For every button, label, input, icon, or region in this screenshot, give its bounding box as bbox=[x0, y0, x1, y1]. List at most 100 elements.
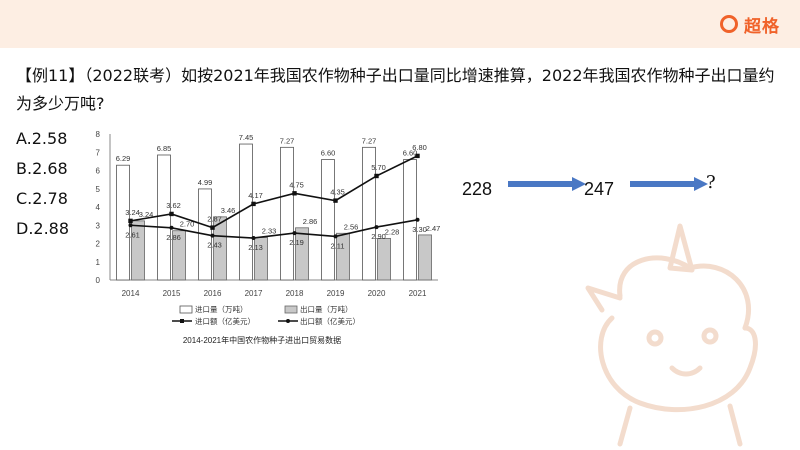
import-value-label: 4.17 bbox=[248, 191, 263, 200]
import-value-line bbox=[130, 155, 418, 229]
annotation-value-2020: 228 bbox=[462, 179, 493, 199]
import-value-marker bbox=[210, 225, 215, 230]
y-tick-label: 0 bbox=[96, 276, 101, 285]
legend-label: 出口量（万吨） bbox=[300, 304, 353, 314]
x-tick-label: 2017 bbox=[245, 289, 263, 298]
legend-label: 进口额（亿美元） bbox=[195, 316, 255, 326]
mascot-watermark-icon bbox=[585, 223, 758, 447]
trade-chart: 0 1 2 3 4 5 6 7 8 2014 2015 2016 2017 2018 2019 2020 202… bbox=[96, 130, 441, 345]
annotation-unknown: ? bbox=[706, 172, 716, 193]
export-volume-bar bbox=[131, 220, 145, 281]
export-volume-label: 2.86 bbox=[303, 217, 318, 226]
import-volume-bar bbox=[239, 143, 253, 281]
x-tick-label: 2021 bbox=[409, 289, 427, 298]
import-value-marker bbox=[333, 198, 338, 203]
import-volume-bar bbox=[280, 146, 294, 281]
arrow-icon bbox=[630, 177, 708, 191]
export-volume-label: 2.47 bbox=[426, 224, 441, 233]
export-value-marker bbox=[169, 225, 174, 230]
export-volume-bar bbox=[172, 230, 186, 281]
import-volume-label: 7.45 bbox=[239, 133, 254, 142]
x-tick-label: 2019 bbox=[327, 289, 345, 298]
brand-name: 超格 bbox=[744, 16, 780, 37]
export-volume-label: 3.24 bbox=[139, 210, 154, 219]
import-volume-label: 7.27 bbox=[280, 136, 295, 145]
export-value-marker bbox=[333, 234, 338, 239]
x-tick-label: 2018 bbox=[286, 289, 304, 298]
import-volume-label: 6.60 bbox=[321, 149, 336, 158]
export-value-label: 2.90 bbox=[371, 232, 386, 241]
export-volume-bar bbox=[336, 232, 350, 281]
export-value-label: 2.86 bbox=[166, 233, 181, 242]
option-d[interactable]: D.2.88 bbox=[16, 219, 70, 238]
import-volume-label: 6.60 bbox=[403, 149, 418, 158]
import-value-marker bbox=[415, 153, 420, 159]
import-value-label: 3.62 bbox=[166, 201, 181, 210]
brand-logo-icon bbox=[720, 15, 738, 33]
import-value-label: 2.87 bbox=[207, 215, 222, 224]
import-value-label: 4.35 bbox=[330, 188, 345, 197]
export-value-marker bbox=[415, 217, 420, 222]
export-value-label: 2.19 bbox=[289, 238, 304, 247]
export-value-label: 2.13 bbox=[248, 243, 263, 252]
export-volume-bar bbox=[213, 216, 227, 281]
export-value-marker bbox=[251, 236, 256, 241]
import-volume-bar bbox=[362, 146, 376, 281]
legend-label: 进口量（万吨） bbox=[195, 304, 248, 314]
export-volume-bar bbox=[377, 237, 391, 281]
header-bar: 超格 bbox=[0, 0, 800, 48]
import-volume-label: 6.85 bbox=[157, 144, 172, 153]
import-volume-bar bbox=[116, 164, 130, 281]
x-tick-label: 2016 bbox=[204, 289, 222, 298]
export-value-label: 2.11 bbox=[330, 241, 344, 250]
x-tick-label: 2015 bbox=[163, 289, 181, 298]
y-tick-label: 1 bbox=[96, 258, 101, 267]
import-value-marker bbox=[128, 218, 133, 224]
import-value-marker bbox=[251, 201, 256, 207]
legend-label: 出口额（亿美元） bbox=[300, 316, 360, 326]
export-volume-label: 2.33 bbox=[262, 226, 277, 235]
export-value-marker bbox=[374, 225, 379, 230]
import-value-marker bbox=[292, 191, 297, 196]
export-value-label: 2.61 bbox=[125, 230, 140, 239]
y-tick-label: 3 bbox=[96, 221, 101, 230]
import-value-label: 4.75 bbox=[289, 180, 304, 189]
import-value-label: 3.24 bbox=[125, 208, 140, 217]
export-volume-label: 2.28 bbox=[385, 227, 400, 236]
option-a[interactable]: A.2.58 bbox=[16, 129, 68, 148]
import-volume-label: 7.27 bbox=[362, 136, 377, 145]
answer-options: A.2.58 B.2.68 C.2.78 D.2.88 bbox=[16, 124, 69, 244]
export-value-label: 2.43 bbox=[207, 241, 222, 250]
export-volume-bar bbox=[295, 227, 309, 281]
brand: 超格 bbox=[720, 12, 780, 37]
y-tick-label: 4 bbox=[96, 203, 101, 212]
y-tick-label: 5 bbox=[96, 185, 101, 194]
export-volume-label: 3.46 bbox=[221, 206, 236, 215]
option-b[interactable]: B.2.68 bbox=[16, 159, 68, 178]
export-volume-bar bbox=[418, 234, 432, 281]
export-value-marker bbox=[292, 231, 297, 236]
annotation-value-2021: 247 bbox=[584, 179, 615, 199]
import-volume-label: 4.99 bbox=[198, 178, 213, 187]
legend-swatch-import-volume bbox=[179, 305, 193, 314]
y-tick-label: 8 bbox=[96, 130, 101, 139]
chart-panel: 0 1 2 3 4 5 6 7 8 2014 2015 2016 2017 2018 2019 2020 202… bbox=[80, 122, 445, 350]
y-tick-label: 6 bbox=[96, 167, 101, 176]
y-tick-label: 2 bbox=[96, 240, 101, 249]
import-volume-label: 6.29 bbox=[116, 154, 131, 163]
export-volume-label: 2.70 bbox=[180, 220, 195, 229]
question-text: 【例11】（2022联考）如按2021年我国农作物种子出口量同比增速推算，202… bbox=[16, 66, 775, 113]
y-tick-label: 7 bbox=[96, 148, 101, 157]
export-value-label: 3.30 bbox=[412, 225, 427, 234]
export-value-line bbox=[130, 218, 418, 239]
export-volume-label: 2.56 bbox=[344, 222, 359, 231]
arrow-icon bbox=[508, 177, 586, 191]
import-value-marker bbox=[169, 211, 174, 217]
x-tick-label: 2014 bbox=[122, 289, 140, 298]
chart-caption: 2014-2021年中国农作物种子进出口贸易数据 bbox=[183, 335, 341, 345]
x-tick-label: 2020 bbox=[368, 289, 386, 298]
legend-marker-export-value bbox=[286, 319, 290, 323]
option-c[interactable]: C.2.78 bbox=[16, 189, 68, 208]
import-value-label: 5.70 bbox=[371, 163, 386, 172]
import-volume-bar bbox=[321, 159, 335, 281]
